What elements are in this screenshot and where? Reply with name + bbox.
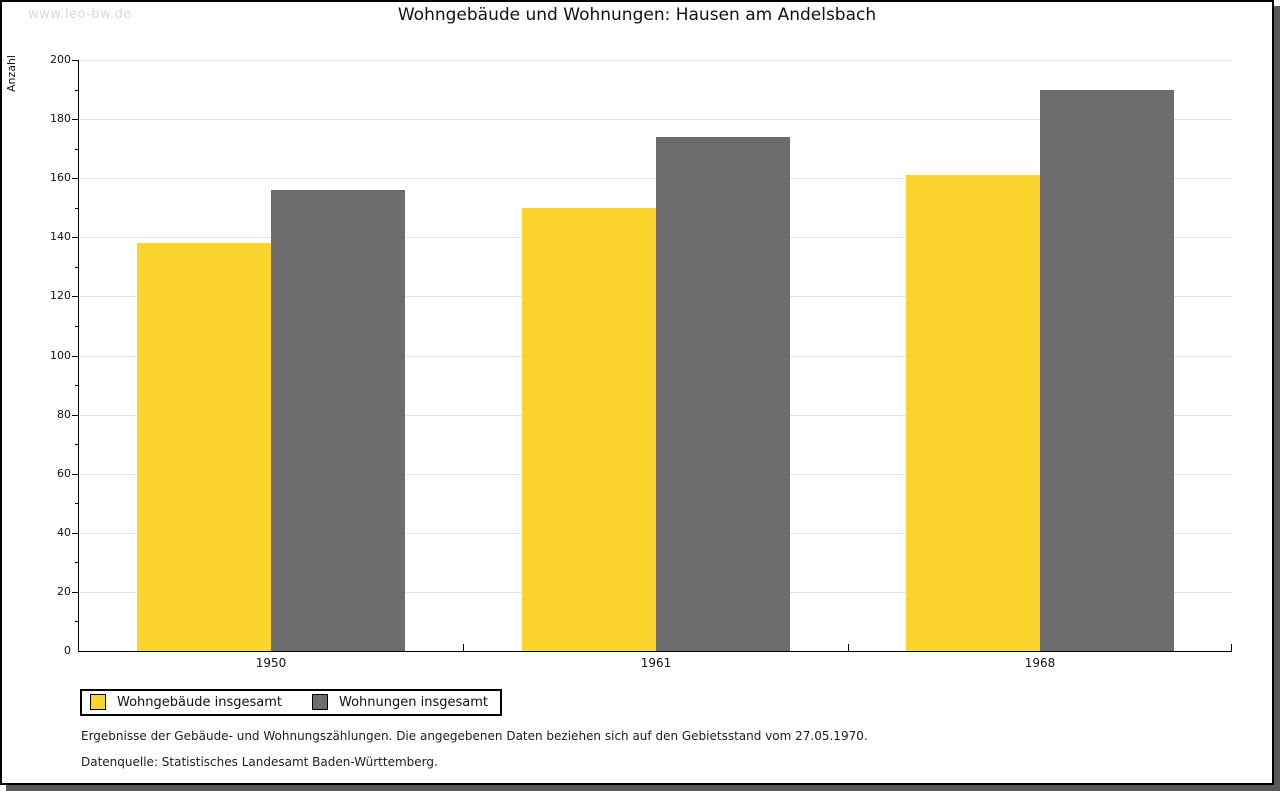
bar-wohnungen-1968	[1040, 90, 1174, 651]
y-tick-label-200: 200	[50, 53, 71, 66]
legend: Wohngebäude insgesamt Wohnungen insgesamt	[80, 689, 502, 716]
bar-wohngebäude-1961	[522, 208, 656, 651]
y-minor-tick-190	[75, 90, 79, 91]
y-tick-label-40: 40	[57, 526, 71, 539]
y-tick-40	[72, 533, 79, 534]
y-minor-tick-130	[75, 267, 79, 268]
gridline-180	[79, 119, 1232, 120]
chart-title: Wohngebäude und Wohnungen: Hausen am And…	[397, 5, 877, 25]
y-tick-label-140: 140	[50, 230, 71, 243]
y-tick-140	[72, 237, 79, 238]
y-tick-180	[72, 119, 79, 120]
x-axis-end-cap	[1231, 644, 1232, 651]
y-tick-120	[72, 296, 79, 297]
legend-item-wohnungen: Wohnungen insgesamt	[312, 694, 488, 710]
watermark: www.leo-bw.de	[28, 7, 132, 22]
x-boundary-tick-1	[463, 644, 464, 651]
plot-area: 20 40 60 80 100 120 140 160 180 200 0 1950 1961 1968	[50, 54, 1232, 670]
y-minor-tick-110	[75, 326, 79, 327]
y-tick-160	[72, 178, 79, 179]
gridline-200	[79, 60, 1232, 61]
y-tick-label-100: 100	[50, 349, 71, 362]
y-minor-tick-50	[75, 503, 79, 504]
bar-wohngebäude-1968	[906, 175, 1040, 651]
x-boundary-tick-2	[848, 644, 849, 651]
footer-note: Ergebnisse der Gebäude- und Wohnungszähl…	[81, 729, 868, 743]
y-tick-200	[72, 60, 79, 61]
x-tick-label-1950: 1950	[255, 656, 287, 670]
y-tick-100	[72, 356, 79, 357]
footer-source: Datenquelle: Statistisches Landesamt Bad…	[81, 755, 438, 769]
legend-swatch-wohnungen	[312, 694, 328, 710]
y-minor-tick-10	[75, 621, 79, 622]
y-tick-label-60: 60	[57, 467, 71, 480]
y-minor-tick-170	[75, 149, 79, 150]
y-tick-label-20: 20	[57, 585, 71, 598]
legend-label: Wohnungen insgesamt	[339, 694, 488, 710]
y-minor-tick-150	[75, 208, 79, 209]
bar-wohnungen-1961	[656, 137, 790, 651]
legend-item-wohngebäude: Wohngebäude insgesamt	[90, 694, 282, 710]
y-tick-label-120: 120	[50, 289, 71, 302]
y-minor-tick-70	[75, 444, 79, 445]
x-tick-label-1961: 1961	[640, 656, 672, 670]
y-axis-title: Anzahl	[5, 55, 18, 93]
legend-swatch-wohngebäude	[90, 694, 106, 710]
y-tick-20	[72, 592, 79, 593]
y-tick-60	[72, 474, 79, 475]
bar-wohngebäude-1950	[137, 243, 271, 651]
gridline-160	[79, 178, 1232, 179]
bar-wohnungen-1950	[271, 190, 405, 651]
legend-label: Wohngebäude insgesamt	[117, 694, 282, 710]
y-tick-label-160: 160	[50, 171, 71, 184]
y-tick-80	[72, 415, 79, 416]
y-tick-label-180: 180	[50, 112, 71, 125]
y-minor-tick-90	[75, 385, 79, 386]
y-minor-tick-30	[75, 562, 79, 563]
x-tick-label-1968: 1968	[1024, 656, 1056, 670]
y-tick-label-80: 80	[57, 408, 71, 421]
y-tick-label-0: 0	[64, 644, 71, 657]
